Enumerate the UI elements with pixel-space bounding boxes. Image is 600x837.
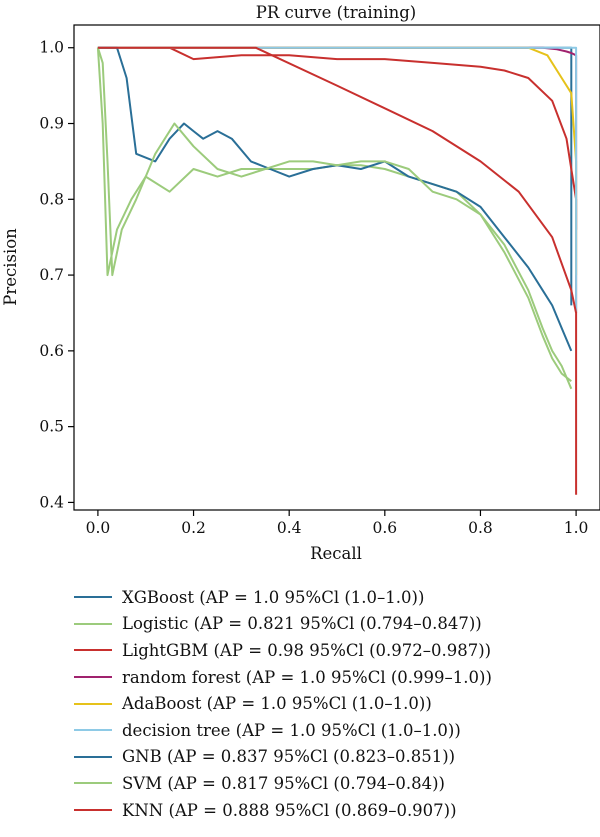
y-tick-label: 0.7: [39, 266, 64, 284]
pr-curve-chart: PR curve (training) 0.0 0.2 0.4 0.6 0.8 1.0 0…: [1, 3, 600, 563]
series-line-2: [97, 46, 578, 313]
legend-label: LightGBM (AP = 0.98 95%Cl (0.972–0.987)): [122, 640, 492, 660]
x-axis-label: Recall: [310, 544, 362, 563]
legend-label: GNB (AP = 0.837 95%Cl (0.823–0.851)): [122, 747, 456, 767]
legend-label: decision tree (AP = 1.0 95%Cl (1.0–1.0)): [122, 720, 461, 740]
legend-label: SVM (AP = 0.817 95%Cl (0.794–0.84)): [122, 773, 445, 793]
x-tick-label: 0.6: [372, 519, 397, 537]
x-axis-ticks: 0.0 0.2 0.4 0.6 0.8 1.0: [86, 510, 589, 537]
chart-legend: XGBoost (AP = 1.0 95%Cl (1.0–1.0)) Logist…: [74, 584, 492, 823]
legend-swatch: [74, 676, 112, 679]
legend-label: XGBoost (AP = 1.0 95%Cl (1.0–1.0)): [122, 587, 425, 607]
y-tick-label: 0.9: [39, 115, 64, 133]
legend-swatch: [74, 702, 112, 705]
y-axis-label: Precision: [1, 228, 20, 306]
legend-label: KNN (AP = 0.888 95%Cl (0.869–0.907)): [122, 800, 457, 820]
series-line-8: [97, 46, 578, 495]
x-tick-label: 0.0: [86, 519, 111, 537]
legend-item: AdaBoost (AP = 1.0 95%Cl (1.0–1.0)): [74, 690, 492, 717]
legend-item: KNN (AP = 0.888 95%Cl (0.869–0.907)): [74, 797, 492, 824]
legend-label: Logistic (AP = 0.821 95%Cl (0.794–0.847)…: [122, 614, 482, 634]
legend-swatch: [74, 782, 112, 785]
legend-item: XGBoost (AP = 1.0 95%Cl (1.0–1.0)): [74, 584, 492, 611]
x-tick-label: 0.8: [468, 519, 493, 537]
series-line-1: [96, 47, 573, 390]
legend-swatch: [74, 622, 112, 625]
legend-item: random forest (AP = 1.0 95%Cl (0.999–1.0…: [74, 664, 492, 691]
series-line-4: [97, 46, 578, 276]
legend-item: Logistic (AP = 0.821 95%Cl (0.794–0.847)…: [74, 611, 492, 638]
legend-swatch: [74, 729, 112, 732]
x-tick-label: 0.4: [277, 519, 302, 537]
plot-area-frame: [73, 24, 600, 511]
y-tick-label: 0.4: [39, 493, 64, 511]
legend-swatch: [74, 809, 112, 812]
series-line-7: [96, 47, 572, 382]
series-layer: [96, 46, 578, 495]
legend-item: GNB (AP = 0.837 95%Cl (0.823–0.851)): [74, 744, 492, 771]
legend-label: random forest (AP = 1.0 95%Cl (0.999–1.0…: [122, 667, 492, 687]
legend-swatch: [74, 649, 112, 652]
legend-item: SVM (AP = 0.817 95%Cl (0.794–0.84)): [74, 770, 492, 797]
x-tick-label: 1.0: [564, 519, 589, 537]
y-tick-label: 1.0: [39, 39, 64, 57]
legend-item: decision tree (AP = 1.0 95%Cl (1.0–1.0)): [74, 717, 492, 744]
chart-title: PR curve (training): [256, 3, 416, 22]
legend-label: AdaBoost (AP = 1.0 95%Cl (1.0–1.0)): [122, 694, 432, 714]
x-tick-label: 0.2: [181, 519, 206, 537]
legend-item: LightGBM (AP = 0.98 95%Cl (0.972–0.987)): [74, 637, 492, 664]
y-axis-ticks: 0.4 0.5 0.6 0.7 0.8 0.9 1.0: [39, 39, 74, 511]
legend-swatch: [74, 596, 112, 599]
y-tick-label: 0.6: [39, 342, 64, 360]
series-line-6: [97, 46, 573, 352]
y-tick-label: 0.8: [39, 190, 64, 208]
legend-swatch: [74, 755, 112, 758]
y-tick-label: 0.5: [39, 418, 64, 436]
